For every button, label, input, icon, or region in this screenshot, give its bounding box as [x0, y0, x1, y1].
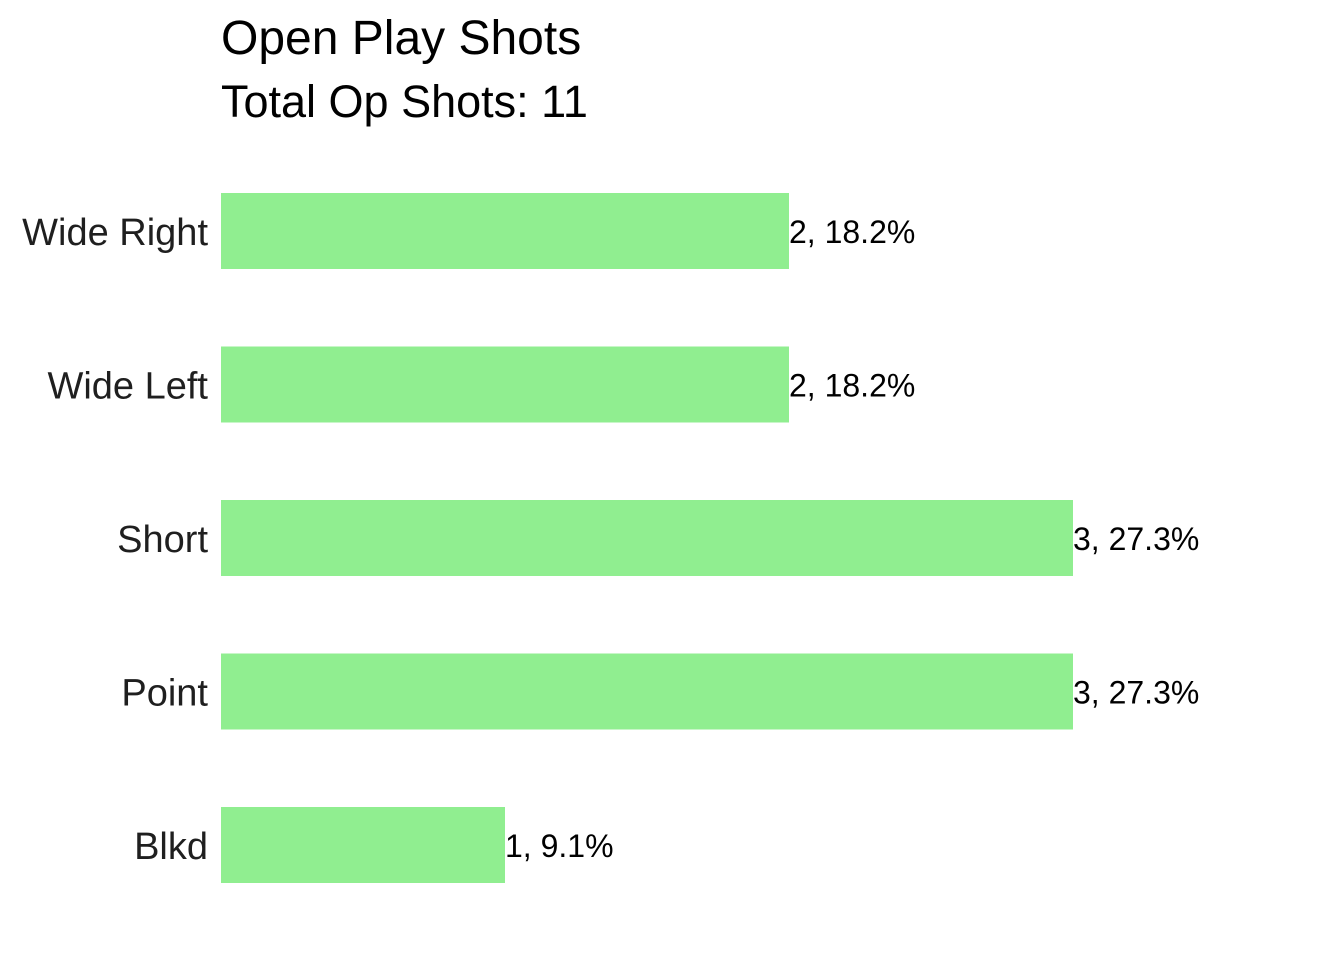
data-label-short: 3, 27.3% [1073, 521, 1199, 557]
bar-point [221, 653, 1073, 730]
category-labels-group: Wide Right Wide Left Short Point Blkd [22, 212, 208, 868]
chart-title: Open Play Shots [221, 12, 581, 65]
data-label-point: 3, 27.3% [1073, 675, 1199, 711]
bar-wide-right [221, 193, 789, 269]
category-label-short: Short [117, 519, 208, 561]
bar-blkd [221, 807, 505, 883]
bars-group [221, 193, 1073, 883]
data-label-wide-left: 2, 18.2% [789, 368, 915, 404]
data-label-blkd: 1, 9.1% [505, 828, 614, 864]
category-label-blkd: Blkd [134, 826, 208, 868]
bar-wide-left [221, 346, 789, 423]
category-label-point: Point [121, 673, 208, 715]
chart-subtitle: Total Op Shots: 11 [221, 76, 588, 127]
category-label-wide-right: Wide Right [22, 212, 208, 254]
category-label-wide-left: Wide Left [47, 366, 208, 408]
data-label-wide-right: 2, 18.2% [789, 214, 915, 250]
bar-short [221, 500, 1073, 576]
data-labels-group: 2, 18.2% 2, 18.2% 3, 27.3% 3, 27.3% 1, 9.1% [505, 214, 1199, 864]
